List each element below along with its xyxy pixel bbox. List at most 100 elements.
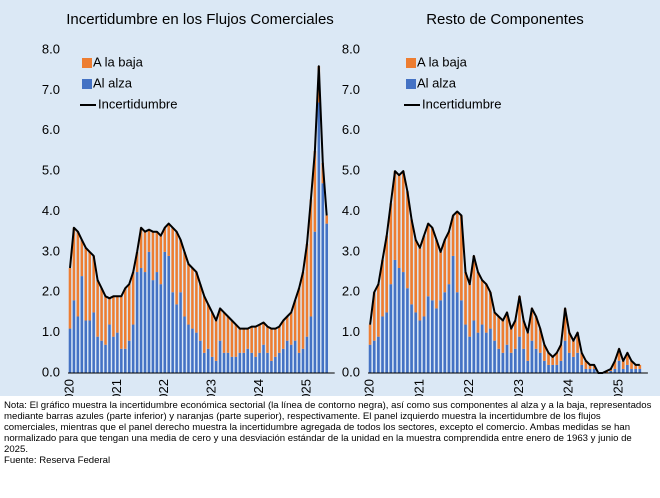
bar-segment	[451, 255, 455, 373]
bar-segment	[195, 332, 198, 373]
bar-segment	[266, 352, 269, 373]
x-tick-label: 2023	[511, 379, 526, 396]
bar-segment	[135, 272, 139, 373]
bar-segment	[246, 348, 249, 373]
x-tick-label: 2024	[561, 379, 576, 396]
y-tick-label: 7.0	[342, 82, 360, 97]
bar-segment	[175, 304, 178, 373]
bar-segment	[218, 340, 222, 373]
bar-segment	[155, 272, 159, 373]
bar-segment	[159, 235, 163, 285]
bar-segment	[377, 336, 380, 373]
bar-segment	[226, 316, 230, 353]
bar-segment	[464, 324, 467, 373]
bar-segment	[289, 344, 293, 373]
bar-segment	[576, 352, 579, 373]
bar-segment	[501, 320, 505, 353]
bar-segment	[96, 280, 99, 337]
bar-segment	[538, 328, 542, 353]
bar-segment	[509, 352, 513, 373]
bar-segment	[401, 171, 405, 273]
bar-segment	[135, 251, 139, 273]
bar-segment	[372, 340, 376, 373]
bar-segment	[422, 316, 426, 373]
bar-segment	[526, 332, 530, 361]
bar-segment	[468, 336, 472, 373]
bar-segment	[489, 292, 492, 329]
bar-segment	[621, 360, 625, 369]
bar-segment	[266, 326, 269, 353]
bar-segment	[630, 360, 633, 369]
bar-segment	[435, 308, 438, 373]
y-tick-label: 5.0	[342, 163, 360, 178]
bar-segment	[68, 268, 72, 329]
bar-segment	[563, 340, 567, 373]
bar-segment	[108, 324, 111, 373]
bar-segment	[301, 348, 305, 373]
bar-segment	[559, 344, 563, 361]
bar-segment	[72, 227, 76, 301]
bar-segment	[163, 227, 167, 252]
bar-segment	[84, 320, 88, 373]
bar-segment	[187, 263, 190, 325]
bar-segment	[131, 272, 135, 325]
bar-segment	[377, 284, 380, 337]
bar-segment	[246, 328, 249, 349]
bar-segment	[584, 368, 588, 373]
x-tick-label: 2022	[461, 379, 476, 396]
x-tick-label: 2021	[109, 379, 124, 396]
bar-segment	[567, 332, 571, 353]
line	[69, 65, 328, 330]
bar-segment	[313, 231, 317, 373]
bar-segment	[464, 272, 467, 325]
chart: Incertidumbre en los Flujos Comerciales 0…	[0, 0, 660, 396]
bar-segment	[96, 336, 99, 373]
bar-segment	[282, 320, 285, 349]
bar-segment	[88, 251, 91, 321]
bar-segment	[270, 328, 273, 361]
y-tick-label: 0.0	[342, 364, 360, 379]
bar-segment	[368, 344, 372, 373]
bar-segment	[191, 328, 194, 373]
bar-segment	[626, 352, 629, 365]
bar-segment	[282, 348, 285, 373]
bar-segment	[80, 239, 84, 277]
bar-segment	[472, 255, 476, 321]
bar-segment	[530, 308, 534, 341]
y-tick-label: 6.0	[342, 122, 360, 137]
bar-segment	[406, 191, 409, 289]
bar-segment	[293, 300, 297, 341]
bar-segment	[414, 239, 418, 313]
legend-swatch	[406, 79, 416, 89]
y-tick-label: 8.0	[342, 41, 360, 56]
bar-segment	[155, 231, 159, 273]
bar-segment	[538, 352, 542, 373]
bar-segment	[476, 272, 480, 333]
y-tick-label: 5.0	[42, 163, 60, 178]
bar-segment	[187, 324, 190, 373]
bar-segment	[116, 332, 119, 373]
legend-label: Incertidumbre	[422, 96, 501, 111]
source: Fuente: Reserva Federal	[4, 455, 111, 466]
bar-segment	[100, 288, 103, 341]
bar-segment	[309, 199, 313, 317]
y-tick-label: 2.0	[42, 284, 60, 299]
note-block: Nota: El gráfico muestra la incertidumbr…	[4, 400, 656, 466]
bar-segment	[555, 352, 559, 365]
bar-segment	[418, 320, 422, 373]
bar-segment	[563, 308, 567, 341]
bar-segment	[151, 231, 155, 281]
bar-segment	[203, 296, 206, 353]
bar-segment	[638, 364, 642, 369]
bar-segment	[104, 296, 107, 345]
bar-segment	[518, 296, 521, 337]
x-tick-label: 2022	[156, 379, 171, 396]
bar-segment	[274, 328, 277, 357]
bar-segment	[210, 356, 214, 373]
bar-segment	[381, 259, 384, 317]
bar-segment	[305, 336, 309, 373]
bar-segment	[497, 316, 501, 349]
bar-segment	[139, 227, 143, 269]
bar-segment	[401, 272, 405, 373]
